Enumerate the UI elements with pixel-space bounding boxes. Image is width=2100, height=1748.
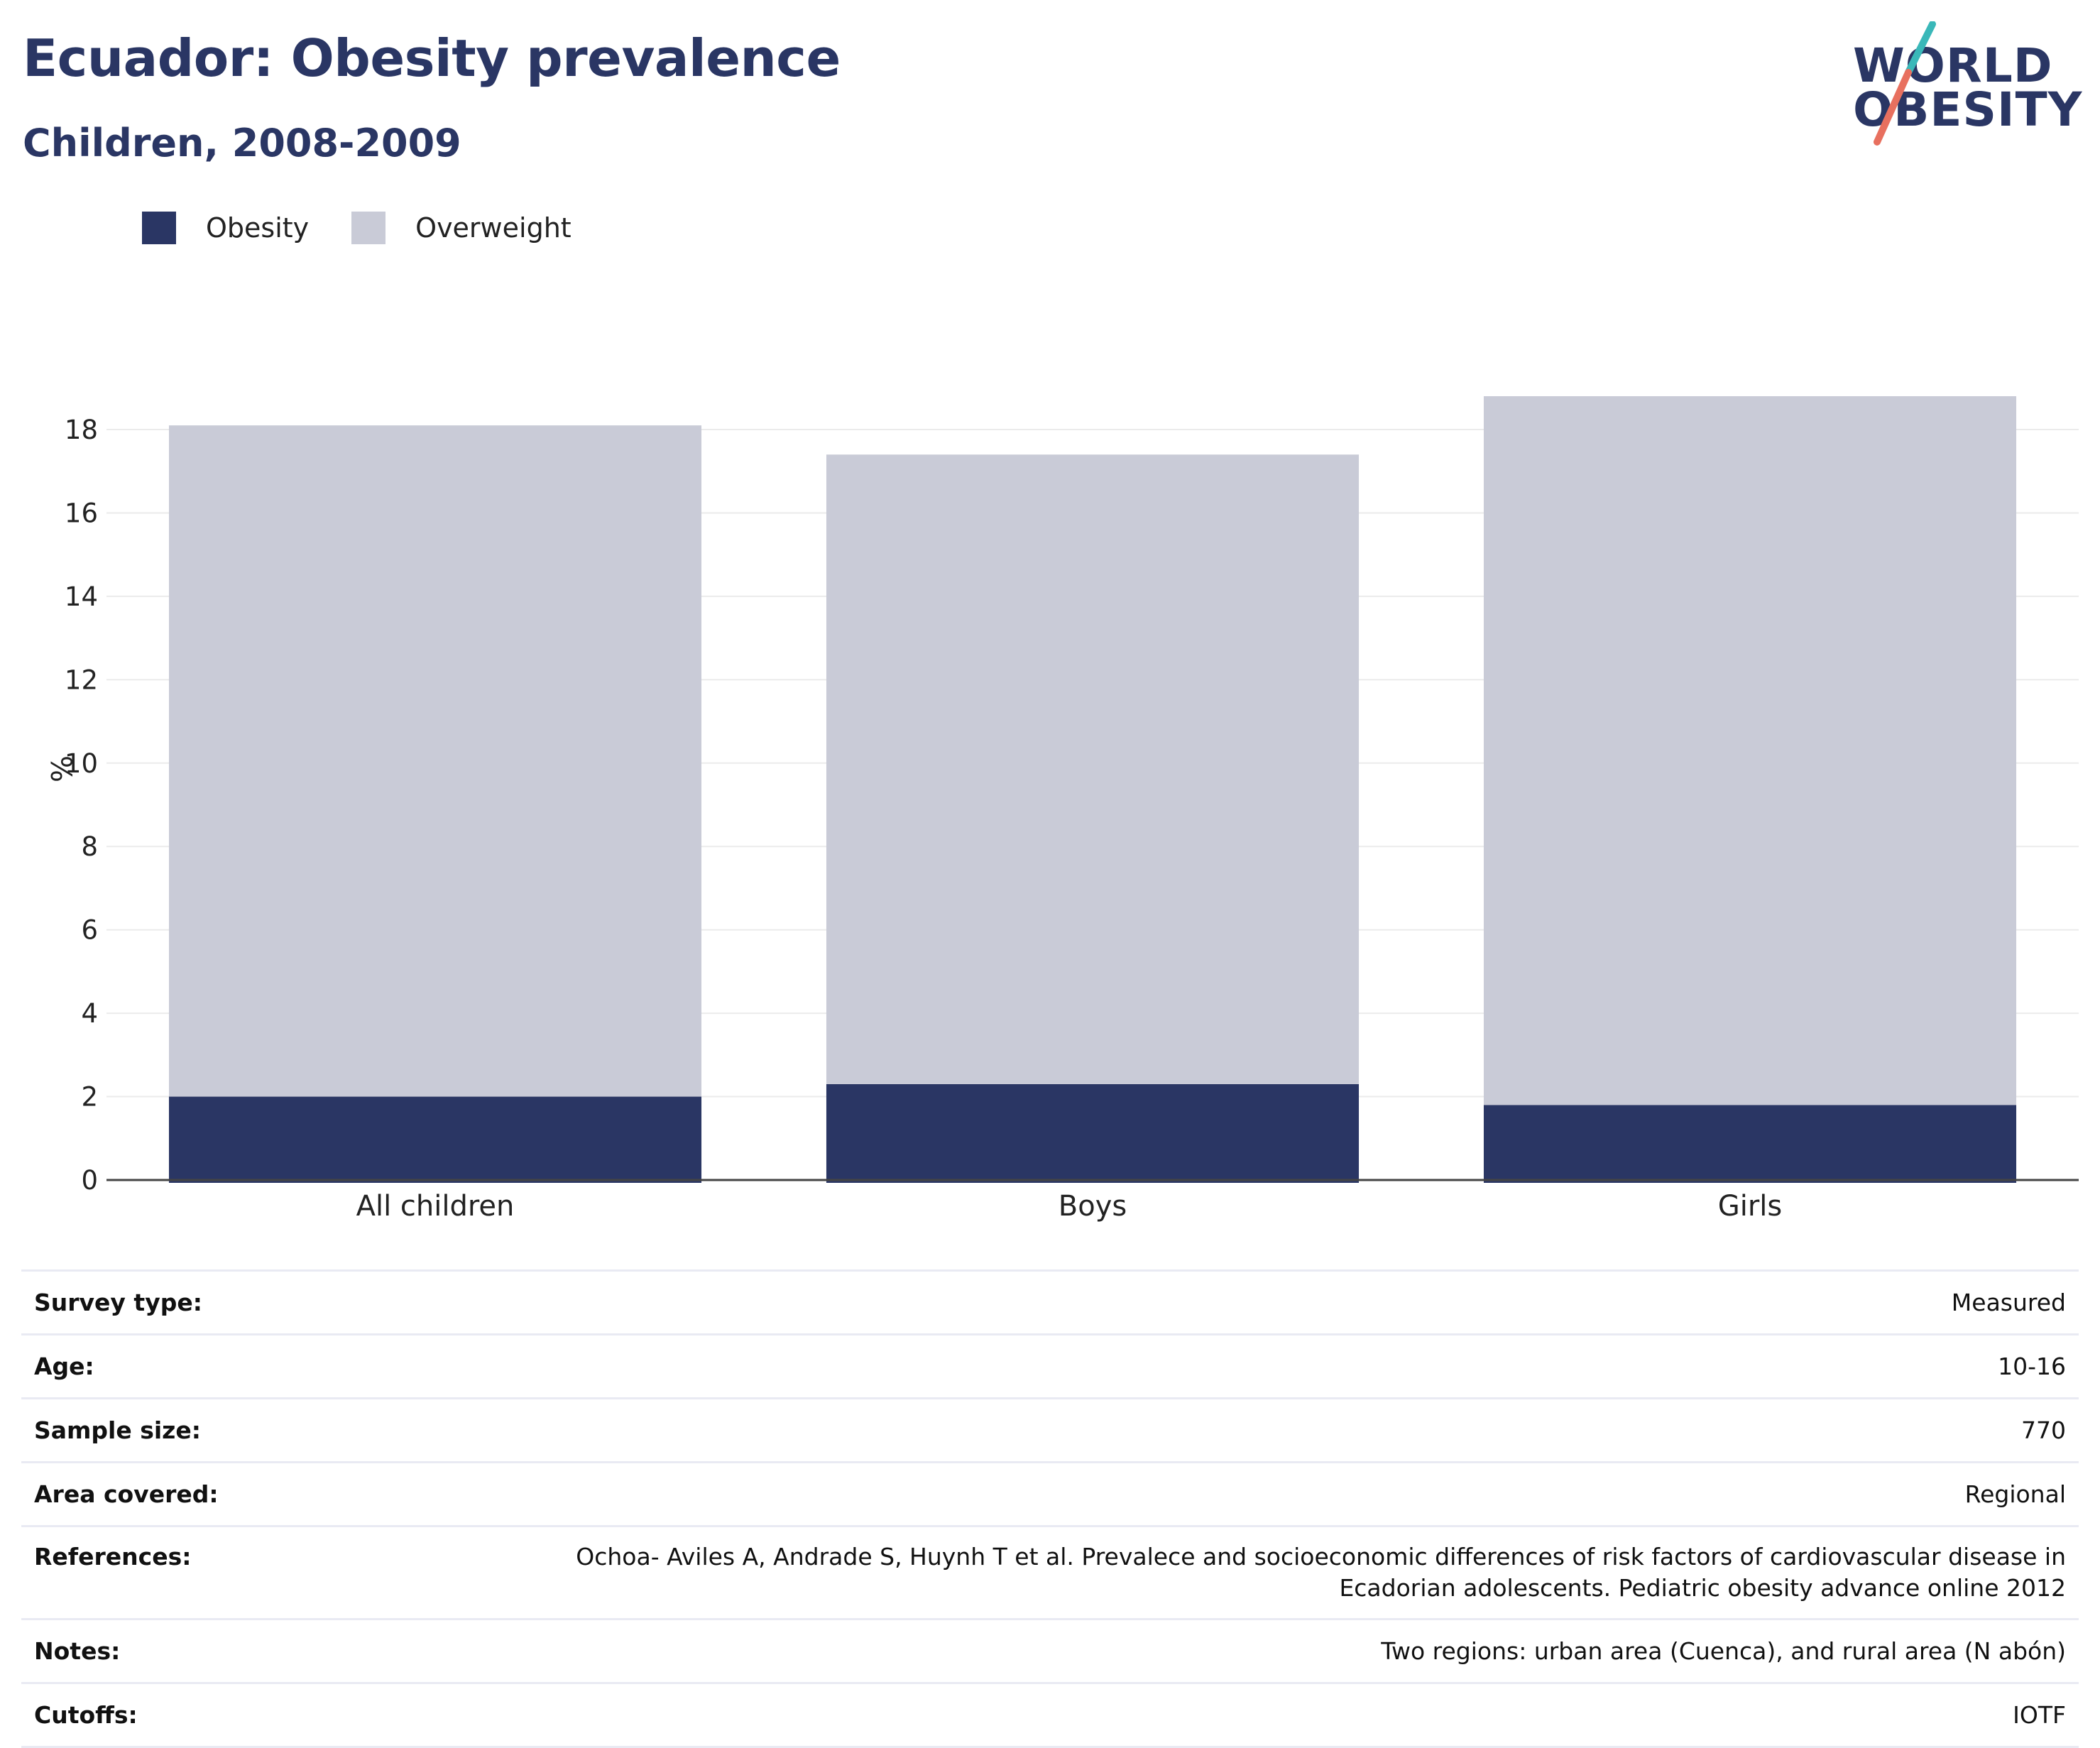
x-tick-label: Girls [1718, 1190, 1783, 1223]
bar-overweight-girls [1483, 396, 2017, 1105]
bar-overweight-all-children [168, 425, 702, 1097]
y-tick-label: 8 [81, 831, 98, 862]
info-key: Age: [21, 1334, 272, 1399]
y-tick-label: 16 [65, 498, 98, 528]
legend-label-obesity: Obesity [206, 212, 310, 244]
info-key: Survey type: [21, 1269, 272, 1335]
y-axis-label: % [44, 755, 77, 782]
bar-overweight-boys [826, 454, 1360, 1084]
legend-swatch-overweight [351, 212, 386, 244]
info-key: Area covered: [21, 1462, 272, 1527]
info-key: Sample size: [21, 1398, 272, 1463]
chart-legend: Obesity Overweight [142, 212, 614, 244]
y-tick-label: 10 [65, 748, 98, 779]
y-tick-label: 4 [81, 998, 98, 1029]
bar-obesity-all-children [168, 1096, 702, 1183]
world-obesity-logo: WORLD OBESITY [1853, 21, 2087, 149]
info-row-references: References: Ochoa- Aviles A, Andrade S, … [21, 1526, 2079, 1620]
info-value: Two regions: urban area (Cuenca), and ru… [271, 1619, 2079, 1684]
y-tick-label: 0 [81, 1165, 98, 1196]
reference-line-1: Ochoa- Aviles A, Andrade S, Huynh T et a… [576, 1543, 2066, 1571]
x-tick-label: Boys [1059, 1190, 1127, 1223]
bar-obesity-girls [1483, 1105, 2017, 1183]
reference-line-2: Ecadorian adolescents. Pediatric obesity… [1339, 1574, 2066, 1602]
info-value: Measured [271, 1269, 2079, 1335]
y-tick-label: 14 [65, 581, 98, 612]
survey-info-table: Survey type: Measured Age: 10-16 Sample … [21, 1269, 2079, 1748]
stacked-bar-chart: 0 2 4 6 8 10 12 14 16 18% All children Boys Girls [44, 396, 2079, 1223]
info-value: Regional [271, 1462, 2079, 1527]
info-row-sample-size: Sample size: 770 [21, 1398, 2079, 1463]
legend-label-overweight: Overweight [415, 212, 572, 244]
legend-item-obesity: Obesity [142, 212, 309, 244]
info-row-notes: Notes: Two regions: urban area (Cuenca),… [21, 1619, 2079, 1684]
info-key: References: [21, 1526, 272, 1620]
legend-swatch-obesity [142, 212, 176, 244]
info-row-age: Age: 10-16 [21, 1334, 2079, 1399]
info-row-survey-type: Survey type: Measured [21, 1269, 2079, 1335]
y-tick-label: 12 [65, 665, 98, 695]
info-key: Notes: [21, 1619, 272, 1684]
chart-subtitle: Children, 2008-2009 [23, 121, 461, 165]
bar-obesity-boys [826, 1083, 1360, 1183]
info-row-area-covered: Area covered: Regional [21, 1462, 2079, 1527]
chart-title: Ecuador: Obesity prevalence [23, 28, 841, 88]
info-row-cutoffs: Cutoffs: IOTF [21, 1683, 2079, 1748]
info-value: IOTF [271, 1683, 2079, 1748]
info-key: Cutoffs: [21, 1683, 272, 1748]
legend-item-overweight: Overweight [351, 212, 572, 244]
y-tick-label: 6 [81, 915, 98, 946]
info-value: 10-16 [271, 1334, 2079, 1399]
y-tick-label: 18 [65, 415, 98, 445]
info-value: Ochoa- Aviles A, Andrade S, Huynh T et a… [271, 1526, 2079, 1620]
logo-slash-icon [1874, 21, 1936, 146]
x-tick-label: All children [356, 1190, 515, 1223]
logo-word-world: WORLD [1853, 38, 2053, 93]
y-tick-label: 2 [81, 1082, 98, 1113]
info-value: 770 [271, 1398, 2079, 1463]
